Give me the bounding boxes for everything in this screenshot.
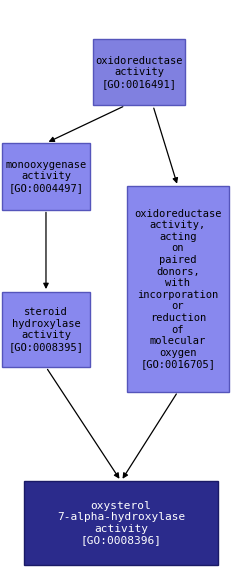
FancyBboxPatch shape [2, 143, 90, 210]
FancyBboxPatch shape [127, 186, 229, 392]
Text: monooxygenase
activity
[GO:0004497]: monooxygenase activity [GO:0004497] [5, 160, 87, 193]
FancyBboxPatch shape [24, 481, 218, 565]
Text: oxidoreductase
activity
[GO:0016491]: oxidoreductase activity [GO:0016491] [95, 55, 183, 89]
Text: steroid
hydroxylase
activity
[GO:0008395]: steroid hydroxylase activity [GO:0008395… [8, 307, 83, 352]
Text: oxysterol
7-alpha-hydroxylase
activity
[GO:0008396]: oxysterol 7-alpha-hydroxylase activity [… [57, 501, 185, 546]
Text: oxidoreductase
activity,
acting
on
paired
donors,
with
incorporation
or
reductio: oxidoreductase activity, acting on paire… [134, 209, 222, 369]
FancyBboxPatch shape [93, 39, 185, 105]
FancyBboxPatch shape [2, 292, 90, 367]
